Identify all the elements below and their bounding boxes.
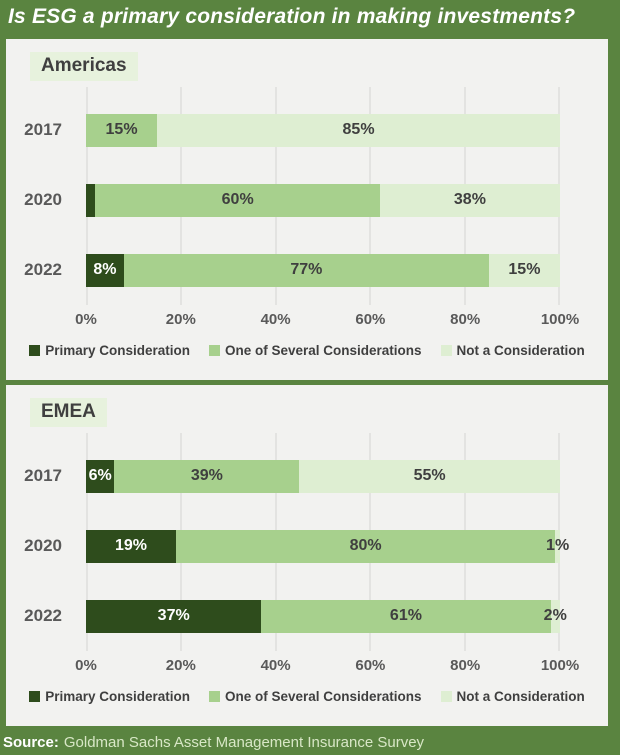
segment-primary: 19% [86, 529, 177, 563]
legend-swatch-not [440, 690, 452, 702]
axis-tick: 80% [450, 311, 481, 328]
segment-label: 61% [389, 607, 422, 624]
panel-header: EMEA [6, 385, 608, 441]
axis-tick: 0% [75, 311, 97, 328]
axis-tick: 0% [75, 657, 97, 674]
segment-primary: 8% [86, 253, 124, 287]
segment-label: 39% [190, 467, 223, 484]
axis-tick: 20% [165, 311, 196, 328]
segment-label: 37% [157, 607, 190, 624]
chart-title: Is ESG a primary consideration in making… [8, 5, 576, 28]
legend-swatch-several [208, 690, 220, 702]
segment-label: 15% [105, 121, 138, 138]
plot-area: 2017 6% 39% 55% 2020 19% 80% 1% 2022 37% 61% 2% [6, 433, 608, 651]
legend-item-several: One of Several Considerations [208, 342, 422, 358]
axis-tick: 80% [450, 657, 481, 674]
bar-row: 2017 6% 39% 55% [6, 441, 608, 511]
year-label: 2020 [24, 536, 62, 555]
segment-label: 60% [221, 191, 254, 208]
axis-tick: 60% [355, 657, 386, 674]
year-label: 2022 [24, 260, 62, 279]
legend-item-several: One of Several Considerations [208, 688, 422, 704]
segment-primary [86, 183, 96, 217]
legend-swatch-primary [29, 690, 41, 702]
legend-item-not: Not a Consideration [440, 342, 585, 358]
bar-track: 37% 61% 2% [86, 599, 567, 633]
legend-item-not: Not a Consideration [440, 688, 585, 704]
segment-label: 38% [453, 191, 486, 208]
segment-label: 19% [115, 537, 148, 554]
bar-row: 2022 37% 61% 2% [6, 581, 608, 651]
segment-not: 38% [379, 183, 560, 217]
legend: Primary Consideration One of Several Cons… [6, 335, 608, 365]
plot-area: 2017 15% 85% 2020 60% 38% 2022 8% 77% 15% [6, 87, 608, 305]
segment-several: 80% [176, 529, 556, 563]
bar-track: 8% 77% 15% [86, 253, 560, 287]
segment-not: 2% [544, 599, 567, 633]
year-label: 2017 [24, 120, 62, 139]
segment-several: 61% [261, 599, 551, 633]
panel-header: Americas [6, 39, 608, 95]
bar-row: 2020 60% 38% [6, 165, 608, 235]
legend-label: One of Several Considerations [224, 688, 422, 704]
segment-several: 15% [86, 113, 158, 147]
legend: Primary Consideration One of Several Cons… [6, 681, 608, 711]
source-text: Goldman Sachs Asset Management Insurance… [63, 734, 425, 751]
bar-row: 2017 15% 85% [6, 95, 608, 165]
axis-tick: 20% [165, 657, 196, 674]
segment-label: 8% [93, 261, 117, 278]
legend-swatch-primary [29, 344, 41, 356]
segment-label: 6% [88, 467, 112, 484]
bar-row: 2022 8% 77% 15% [6, 235, 608, 305]
segment-primary: 37% [86, 599, 262, 633]
x-axis: 0% 20% 40% 60% 80% 100% [75, 305, 579, 335]
year-label: 2020 [24, 190, 62, 209]
bar-track: 15% 85% [86, 113, 560, 147]
x-axis: 0% 20% 40% 60% 80% 100% [75, 651, 579, 681]
segment-not: 15% [488, 253, 560, 287]
legend-item-primary: Primary Consideration [29, 343, 190, 358]
legend-item-primary: Primary Consideration [29, 689, 190, 704]
legend-swatch-several [208, 344, 220, 356]
segment-label: 2% [543, 607, 567, 624]
source-bar: Source: Goldman Sachs Asset Management In… [0, 732, 620, 755]
segment-label: 85% [342, 121, 375, 138]
legend-label: Primary Consideration [45, 688, 190, 704]
segment-not: 55% [299, 459, 560, 493]
segment-several: 77% [123, 253, 489, 287]
panel-emea: EMEA 2017 6% 39% 55% 2020 19% 80% 1% 2022 37% 61% 2%… [6, 385, 608, 726]
segment-label: 1% [546, 537, 570, 554]
axis-tick: 60% [355, 311, 386, 328]
axis-tick: 40% [260, 657, 291, 674]
legend-label: Primary Consideration [45, 342, 190, 358]
segment-not: 1% [546, 529, 569, 563]
segment-label: 80% [349, 537, 382, 554]
year-label: 2022 [24, 606, 62, 625]
source-label: Source: [3, 734, 59, 751]
legend-label: Not a Consideration [456, 342, 585, 358]
segment-primary: 6% [86, 459, 115, 493]
legend-label: One of Several Considerations [224, 342, 422, 358]
legend-label: Not a Consideration [456, 688, 585, 704]
axis-tick: 100% [540, 657, 580, 674]
year-label: 2017 [24, 466, 62, 485]
segment-not: 85% [157, 113, 560, 147]
legend-swatch-not [440, 344, 452, 356]
bar-track: 19% 80% 1% [86, 529, 569, 563]
bar-track: 6% 39% 55% [86, 459, 560, 493]
panel-americas: Americas 2017 15% 85% 2020 60% 38% 2022 8% 77% 15%… [6, 39, 608, 380]
axis-tick: 40% [260, 311, 291, 328]
segment-label: 55% [413, 467, 446, 484]
bar-row: 2020 19% 80% 1% [6, 511, 608, 581]
axis-tick: 100% [540, 311, 580, 328]
segment-label: 15% [508, 261, 541, 278]
segment-several: 39% [114, 459, 300, 493]
panel-title: Americas [30, 52, 138, 81]
panel-title: EMEA [30, 398, 107, 427]
segment-several: 60% [95, 183, 380, 217]
bar-track: 60% 38% [86, 183, 560, 217]
segment-label: 77% [290, 261, 323, 278]
chart-panels: Americas 2017 15% 85% 2020 60% 38% 2022 8% 77% 15%… [0, 39, 620, 726]
